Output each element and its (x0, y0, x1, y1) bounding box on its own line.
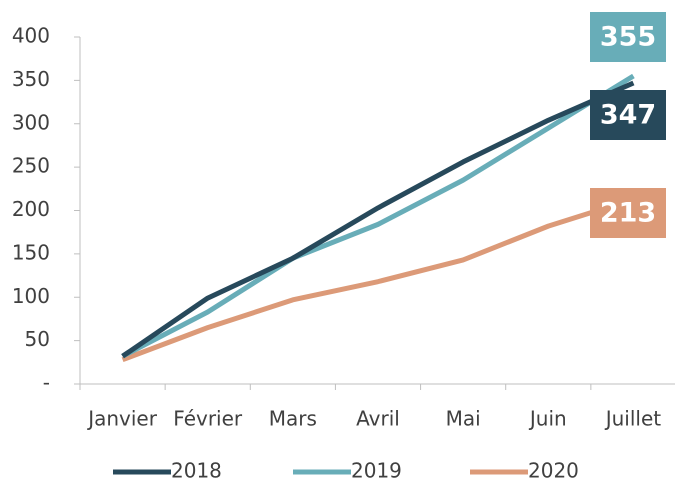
y-tick-label: 250 (12, 154, 50, 178)
end-label-box (590, 188, 666, 238)
legend-label: 2020 (528, 459, 579, 483)
end-label: 355 (600, 22, 656, 53)
series-line (121, 73, 635, 359)
x-tick-label: Mai (446, 407, 481, 431)
y-tick-label: 400 (12, 24, 50, 48)
x-tick-label: Juillet (604, 407, 662, 431)
end-label-box (590, 12, 666, 62)
x-tick-label: Février (173, 407, 243, 431)
series-line (121, 196, 635, 363)
series-line (121, 80, 635, 359)
end-label: 213 (600, 198, 656, 229)
x-tick-label: Avril (356, 407, 400, 431)
y-tick-label: 200 (12, 197, 50, 221)
x-tick-label: Janvier (86, 407, 158, 431)
y-tick-label: 150 (12, 240, 50, 264)
y-tick-label: 50 (25, 327, 50, 351)
y-tick-label: 300 (12, 110, 50, 134)
y-tick-label: 350 (12, 67, 50, 91)
end-label-box (590, 90, 666, 140)
y-tick-label: - (43, 371, 50, 395)
x-tick-label: Mars (269, 407, 317, 431)
end-label: 347 (600, 100, 656, 131)
x-tick-label: Juin (528, 407, 567, 431)
legend-label: 2019 (351, 459, 402, 483)
y-tick-label: 100 (12, 284, 50, 308)
legend-label: 2018 (171, 459, 222, 483)
